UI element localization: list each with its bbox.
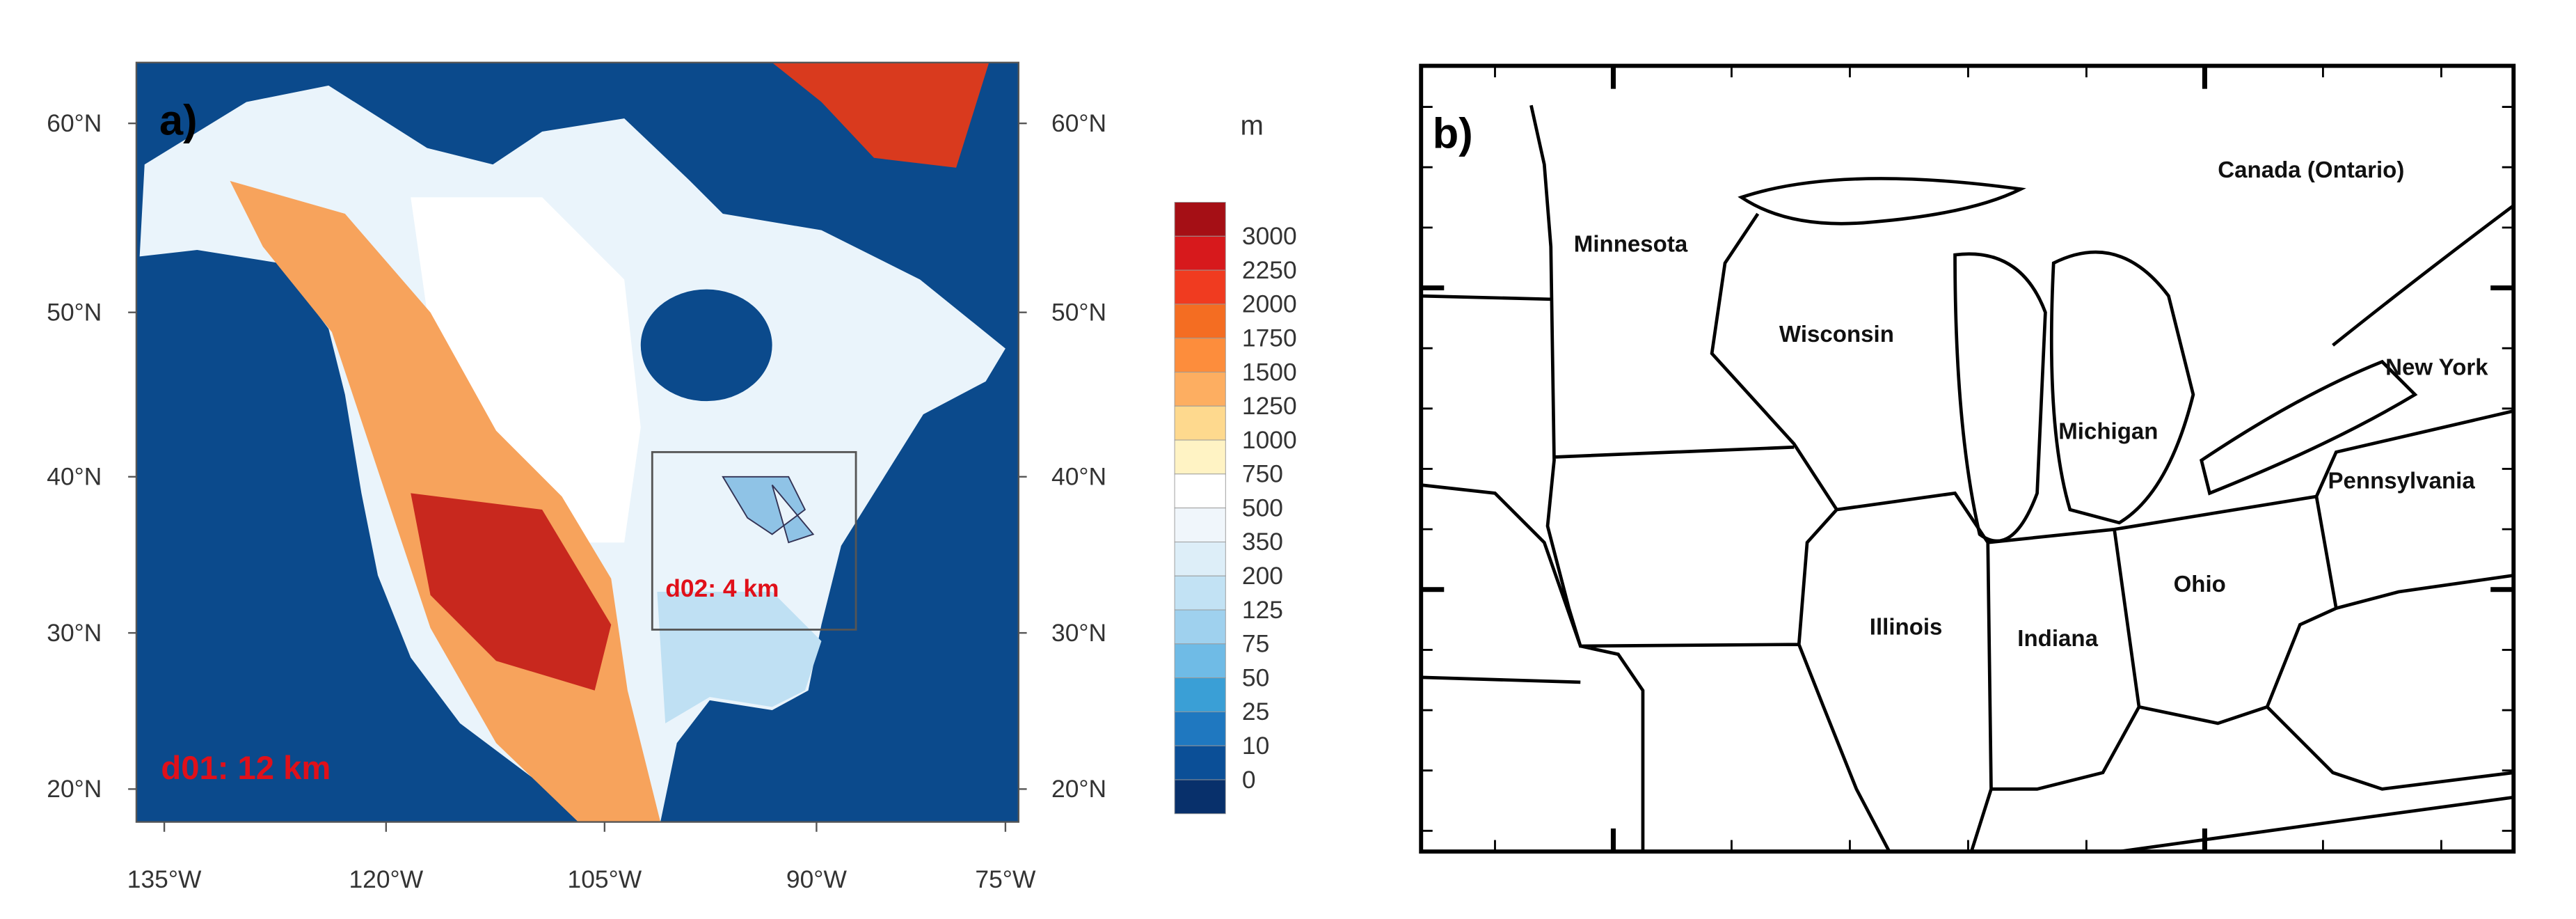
lat-label: 30°N bbox=[47, 619, 102, 647]
colorbar-swatch bbox=[1174, 439, 1226, 475]
state-label: Canada (Ontario) bbox=[2218, 157, 2404, 183]
map-line bbox=[1420, 104, 2514, 854]
map-line bbox=[1738, 177, 2515, 543]
colorbar-label: 2000 bbox=[1242, 290, 1297, 318]
colorbar-label: 1250 bbox=[1242, 392, 1297, 420]
state-label: Pennsylvania bbox=[2328, 468, 2475, 494]
colorbar-swatch bbox=[1174, 338, 1226, 372]
colorbar-label: 0 bbox=[1242, 766, 1256, 794]
colorbar-label: 750 bbox=[1242, 460, 1283, 488]
state-label: Ohio bbox=[2174, 572, 2226, 597]
lon-label: 90°W bbox=[786, 865, 848, 893]
panel-label: b) bbox=[1433, 110, 1473, 158]
east-lowland bbox=[657, 592, 822, 723]
state-label: New York bbox=[2385, 354, 2488, 380]
lat-label: 40°N bbox=[47, 463, 102, 491]
lat-label: 40°N bbox=[1051, 463, 1106, 491]
panel-label: a) bbox=[159, 97, 198, 145]
colorbar-swatch bbox=[1174, 372, 1226, 407]
state-label: Minnesota bbox=[1574, 231, 1688, 257]
lon-label: 75°W bbox=[975, 865, 1036, 893]
colorbar-swatch bbox=[1174, 711, 1226, 746]
lat-label: 20°N bbox=[1051, 775, 1106, 803]
colorbar-label: 2250 bbox=[1242, 256, 1297, 284]
colorbar-label: 50 bbox=[1242, 663, 1269, 691]
lat-label: 60°N bbox=[1051, 109, 1106, 137]
high-terrain bbox=[411, 493, 612, 691]
frame-a bbox=[135, 61, 1019, 823]
lat-label: 50°N bbox=[47, 298, 102, 326]
colorbar-swatch bbox=[1174, 779, 1226, 815]
colorbar-swatch bbox=[1174, 235, 1226, 271]
colorbar-swatch bbox=[1174, 304, 1226, 339]
state-label: Wisconsin bbox=[1779, 322, 1894, 347]
colorbar-swatch bbox=[1174, 609, 1226, 645]
lon-label: 135°W bbox=[127, 865, 202, 893]
colorbar-label: 200 bbox=[1242, 562, 1283, 590]
borders bbox=[1420, 104, 2515, 854]
lat-label: 30°N bbox=[1051, 619, 1106, 647]
colorbar-label: 500 bbox=[1242, 494, 1283, 521]
colorbar-label: 1500 bbox=[1242, 358, 1297, 386]
plains bbox=[411, 197, 641, 543]
lat-label: 60°N bbox=[47, 109, 102, 137]
colorbar-label: 1750 bbox=[1242, 324, 1297, 352]
state-label: Indiana bbox=[2017, 626, 2098, 652]
colorbar-swatch bbox=[1174, 269, 1226, 305]
great-lakes bbox=[722, 476, 815, 544]
lon-label: 105°W bbox=[568, 865, 642, 893]
panel-b: b) Minnesota Wisconsin Michigan Canada (Ont… bbox=[1419, 63, 2516, 854]
colorbar-swatch bbox=[1174, 677, 1226, 712]
colorbar-swatch bbox=[1174, 541, 1226, 576]
colorbar-swatch bbox=[1174, 508, 1226, 542]
colorbar-label: 350 bbox=[1242, 528, 1283, 556]
inner-domain: d02: 4 km bbox=[665, 574, 779, 602]
colorbar-swatch bbox=[1174, 575, 1226, 611]
colorbar-swatch bbox=[1174, 202, 1226, 237]
colorbar-label: 125 bbox=[1242, 596, 1283, 624]
colorbar-label: 1000 bbox=[1242, 426, 1297, 454]
outer-domain: d01: 12 km bbox=[161, 750, 331, 787]
axis-labels: 60°N 60°N 50°N 50°N 40°N 40°N 30°N 30°N 20°N 20°N… bbox=[47, 109, 1296, 893]
colorbar-unit: m bbox=[1241, 110, 1264, 141]
lat-label: 50°N bbox=[1051, 298, 1106, 326]
colorbar-label: 3000 bbox=[1242, 222, 1297, 250]
lat-label: 20°N bbox=[47, 775, 102, 803]
colorbar-label: 25 bbox=[1242, 698, 1269, 725]
panel-a: a) d02: 4 km d01: 12 km m 60°N 60°N 50°N 50… bbox=[47, 61, 1297, 893]
greenland bbox=[772, 62, 989, 168]
colorbar-swatch bbox=[1174, 405, 1226, 441]
state-label: Michigan bbox=[2058, 418, 2158, 444]
colorbar-label: 75 bbox=[1242, 630, 1269, 658]
colorbar-swatch bbox=[1174, 745, 1226, 780]
colorbar-swatch bbox=[1174, 473, 1226, 509]
state-labels: Minnesota Wisconsin Michigan Canada (Ontari… bbox=[1574, 157, 2488, 652]
lon-label: 120°W bbox=[349, 865, 423, 893]
colorbar-label: 10 bbox=[1242, 732, 1269, 760]
colorbar-swatch bbox=[1174, 643, 1226, 679]
hudson-bay bbox=[640, 289, 772, 402]
frame-ticks bbox=[1421, 65, 2514, 852]
state-label: Illinois bbox=[1870, 614, 1943, 640]
d02-box bbox=[651, 450, 857, 631]
